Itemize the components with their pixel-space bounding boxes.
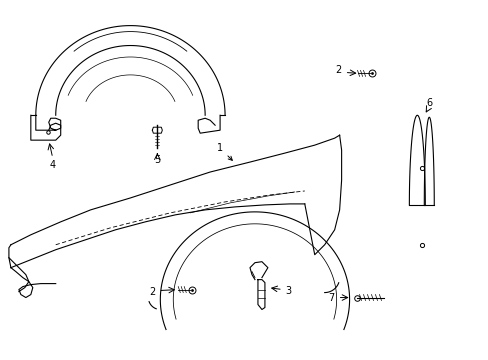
Text: 6: 6	[426, 98, 431, 108]
Text: 5: 5	[154, 155, 160, 165]
Text: 2: 2	[335, 66, 341, 76]
Text: 1: 1	[217, 143, 232, 160]
Text: 4: 4	[50, 160, 56, 170]
Text: 7: 7	[328, 293, 334, 302]
Text: 2: 2	[149, 287, 155, 297]
Text: 3: 3	[285, 285, 290, 296]
